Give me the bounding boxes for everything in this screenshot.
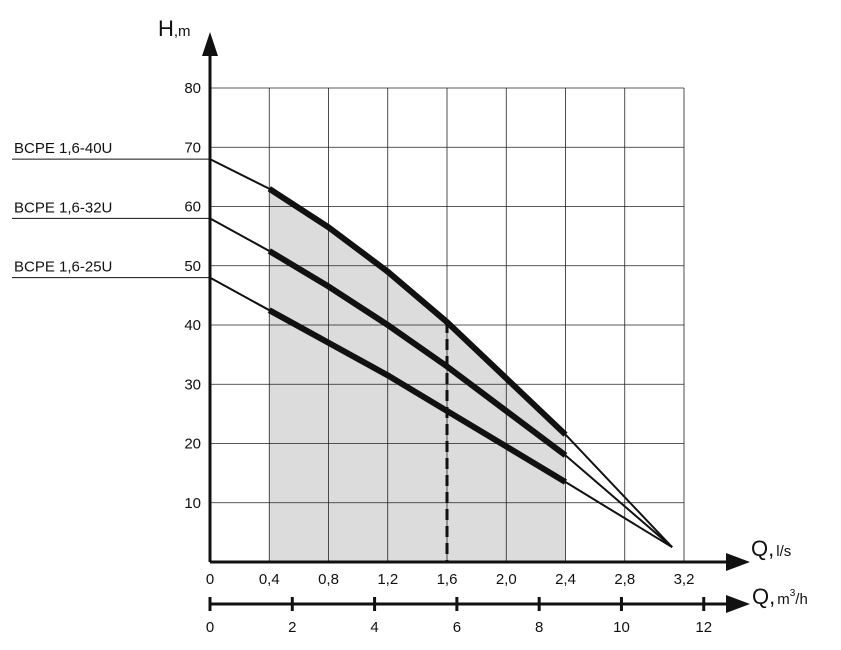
x-axis-primary-title: Q, l/s bbox=[751, 536, 791, 561]
x-secondary-tick-label: 6 bbox=[453, 619, 461, 636]
operating-range-shade bbox=[269, 188, 566, 562]
curve-1-operating bbox=[267, 186, 568, 437]
x-tick-label: 0,4 bbox=[259, 571, 280, 588]
curve-label-3: BCPE 1,6-25U bbox=[14, 259, 112, 276]
x-secondary-tick-label: 12 bbox=[695, 619, 712, 636]
x-tick-label: 3,2 bbox=[674, 571, 695, 588]
y-tick-label: 80 bbox=[184, 80, 201, 97]
x-tick-label: 0 bbox=[206, 571, 214, 588]
x-secondary-tick-label: 2 bbox=[288, 619, 296, 636]
y-tick-label: 40 bbox=[184, 317, 201, 334]
x-tick-label: 2,8 bbox=[614, 571, 635, 588]
x-secondary-tick-label: 0 bbox=[206, 619, 214, 636]
x-secondary-tick-label: 10 bbox=[613, 619, 630, 636]
y-axis-arrow bbox=[202, 32, 218, 56]
y-tick-label: 50 bbox=[184, 258, 201, 275]
y-tick-label: 60 bbox=[184, 199, 201, 216]
x-axis-primary-arrow bbox=[726, 553, 750, 571]
x-tick-label: 1,6 bbox=[437, 571, 458, 588]
x-axis-secondary-title: Q, m3/h bbox=[752, 584, 808, 609]
curve-label-2: BCPE 1,6-32U bbox=[14, 199, 112, 216]
x-secondary-tick-label: 4 bbox=[370, 619, 378, 636]
x-tick-label: 0,8 bbox=[318, 571, 339, 588]
y-axis-title: H,m bbox=[158, 16, 191, 41]
x-tick-label: 1,2 bbox=[377, 571, 398, 588]
curve-2-operating bbox=[267, 248, 568, 458]
curve-label-1: BCPE 1,6-40U bbox=[14, 140, 112, 157]
axes bbox=[202, 32, 750, 613]
x-axis-secondary-arrow bbox=[726, 595, 750, 613]
operating-range-area bbox=[269, 188, 566, 483]
operating-range-area-lower bbox=[269, 310, 566, 562]
y-tick-label: 30 bbox=[184, 376, 201, 393]
x-tick-label: 2,0 bbox=[496, 571, 517, 588]
y-tick-label: 20 bbox=[184, 436, 201, 453]
x-tick-label: 2,4 bbox=[555, 571, 576, 588]
x-secondary-tick-label: 8 bbox=[535, 619, 543, 636]
y-tick-label: 10 bbox=[184, 495, 201, 512]
curve-3-operating bbox=[267, 307, 568, 485]
y-tick-label: 70 bbox=[184, 139, 201, 156]
labels: 0 0,4 0,8 1,2 1,6 2,0 2,4 2,8 3,2102030405060708… bbox=[12, 80, 712, 636]
curves bbox=[209, 158, 673, 549]
